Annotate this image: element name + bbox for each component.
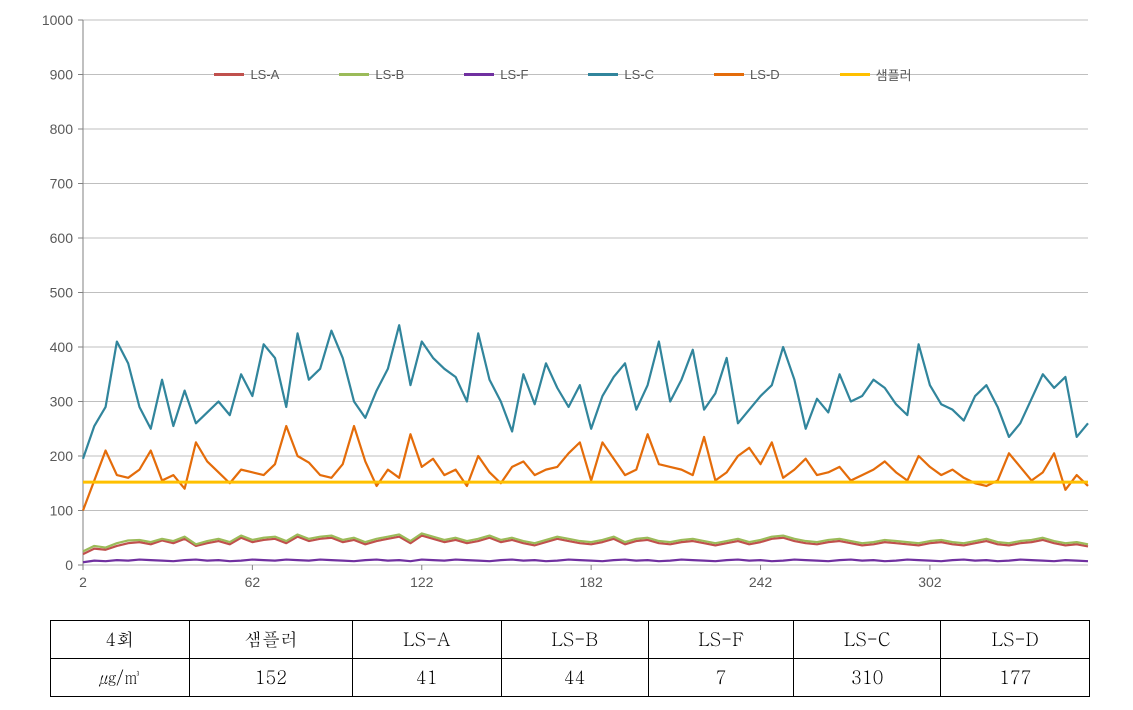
table-cell: 152 [189, 659, 352, 697]
table-header-row: 4회샘플러LS-ALS-BLS-FLS-CLS-D [51, 621, 1090, 659]
ytick-label: 200 [50, 448, 74, 464]
legend-swatch [339, 73, 369, 76]
ytick-label: 700 [50, 176, 74, 192]
legend: LS-A LS-B LS-F LS-C LS-D 샘플러 [28, 65, 1098, 84]
legend-swatch [840, 73, 870, 76]
table-header-cell: 샘플러 [189, 621, 352, 659]
ytick-label: 0 [65, 557, 73, 573]
legend-swatch [714, 73, 744, 76]
ytick-label: 300 [50, 394, 74, 410]
legend-label: LS-B [375, 67, 404, 82]
legend-swatch [214, 73, 244, 76]
xtick-label: 122 [410, 574, 434, 590]
table-cell: 44 [501, 659, 648, 697]
ytick-label: 1000 [42, 12, 73, 28]
legend-item-LS-C: LS-C [588, 65, 654, 84]
ytick-label: 500 [50, 285, 74, 301]
legend-label: 샘플러 [876, 65, 912, 84]
table-header-cell: LS-F [649, 621, 794, 659]
xtick-label: 2 [79, 574, 87, 590]
table-header-cell: 4회 [51, 621, 190, 659]
legend-swatch [588, 73, 618, 76]
ytick-label: 400 [50, 339, 74, 355]
legend-item-Sampler: 샘플러 [840, 65, 912, 84]
table-header-cell: LS-A [353, 621, 502, 659]
table-cell: 7 [649, 659, 794, 697]
ytick-label: 600 [50, 230, 74, 246]
table-cell: 41 [353, 659, 502, 697]
series-LS-F [83, 560, 1088, 563]
line-chart: 0100200300400500600700800900100026212218… [28, 10, 1098, 595]
series-LS-C [83, 325, 1088, 459]
legend-swatch [464, 73, 494, 76]
legend-label: LS-C [624, 67, 654, 82]
series-LS-D [83, 426, 1088, 510]
xtick-label: 242 [749, 574, 773, 590]
series-LS-A [83, 536, 1088, 555]
xtick-label: 302 [918, 574, 942, 590]
ytick-label: 800 [50, 121, 74, 137]
table-cell: 310 [794, 659, 941, 697]
table-header-cell: LS-C [794, 621, 941, 659]
legend-item-LS-F: LS-F [464, 65, 528, 84]
chart-svg: 0100200300400500600700800900100026212218… [28, 10, 1098, 595]
table-cell: 177 [941, 659, 1090, 697]
xtick-label: 182 [579, 574, 603, 590]
ytick-label: 100 [50, 503, 74, 519]
legend-label: LS-A [250, 67, 279, 82]
table-header-cell: LS-B [501, 621, 648, 659]
table-header-cell: LS-D [941, 621, 1090, 659]
table-data-row: ㎍/㎥15241447310177 [51, 659, 1090, 697]
legend-item-LS-D: LS-D [714, 65, 780, 84]
legend-item-LS-B: LS-B [339, 65, 404, 84]
table-row-label: ㎍/㎥ [51, 659, 190, 697]
legend-label: LS-D [750, 67, 780, 82]
xtick-label: 62 [245, 574, 261, 590]
data-table: 4회샘플러LS-ALS-BLS-FLS-CLS-D ㎍/㎥15241447310… [50, 620, 1090, 697]
legend-label: LS-F [500, 67, 528, 82]
legend-item-LS-A: LS-A [214, 65, 279, 84]
